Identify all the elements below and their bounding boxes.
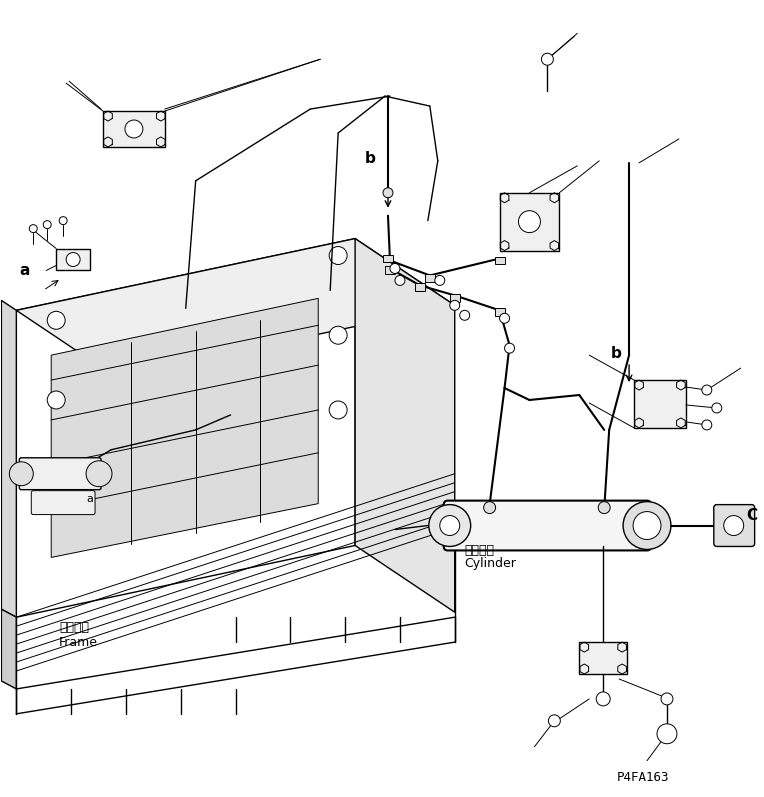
Circle shape bbox=[383, 188, 393, 198]
Circle shape bbox=[542, 53, 553, 65]
Circle shape bbox=[125, 120, 143, 138]
Circle shape bbox=[390, 264, 400, 273]
Circle shape bbox=[596, 692, 610, 706]
Text: b: b bbox=[611, 346, 622, 361]
Circle shape bbox=[504, 344, 514, 353]
Circle shape bbox=[329, 401, 347, 419]
Bar bbox=[425, 274, 435, 282]
FancyBboxPatch shape bbox=[444, 501, 651, 551]
Circle shape bbox=[633, 512, 661, 540]
Circle shape bbox=[429, 505, 471, 547]
Circle shape bbox=[47, 469, 65, 487]
Bar bbox=[415, 284, 425, 292]
Bar bbox=[450, 294, 460, 302]
Circle shape bbox=[44, 221, 51, 229]
Polygon shape bbox=[16, 238, 455, 377]
Bar bbox=[57, 249, 90, 270]
Bar bbox=[494, 257, 504, 265]
FancyBboxPatch shape bbox=[31, 491, 95, 515]
Circle shape bbox=[702, 385, 712, 395]
Circle shape bbox=[59, 217, 67, 225]
Polygon shape bbox=[2, 300, 16, 617]
Polygon shape bbox=[16, 238, 355, 617]
Bar bbox=[383, 254, 393, 262]
Circle shape bbox=[47, 312, 65, 329]
Circle shape bbox=[661, 693, 673, 705]
Circle shape bbox=[86, 461, 112, 487]
Circle shape bbox=[66, 253, 80, 266]
Circle shape bbox=[29, 225, 37, 233]
Circle shape bbox=[450, 300, 460, 310]
Circle shape bbox=[9, 461, 34, 485]
Circle shape bbox=[435, 276, 445, 285]
Circle shape bbox=[460, 310, 470, 320]
Text: Cylinder: Cylinder bbox=[465, 557, 516, 571]
Text: シリンダ: シリンダ bbox=[465, 544, 495, 557]
Text: a: a bbox=[86, 493, 93, 504]
Circle shape bbox=[657, 724, 677, 744]
Bar bbox=[494, 308, 504, 316]
Circle shape bbox=[440, 516, 460, 536]
Circle shape bbox=[549, 715, 560, 727]
Bar bbox=[500, 193, 559, 250]
Bar bbox=[385, 266, 395, 274]
Text: Frame: Frame bbox=[59, 636, 99, 649]
Circle shape bbox=[47, 391, 65, 409]
FancyBboxPatch shape bbox=[19, 457, 101, 489]
Polygon shape bbox=[355, 238, 455, 612]
Bar bbox=[103, 111, 165, 147]
Circle shape bbox=[724, 516, 743, 536]
FancyBboxPatch shape bbox=[714, 505, 755, 547]
Circle shape bbox=[712, 403, 722, 413]
Circle shape bbox=[623, 501, 671, 549]
Circle shape bbox=[519, 210, 540, 233]
Text: P4FA163: P4FA163 bbox=[617, 771, 669, 783]
Circle shape bbox=[598, 501, 610, 513]
Text: a: a bbox=[19, 264, 30, 278]
Circle shape bbox=[395, 276, 405, 285]
Circle shape bbox=[500, 313, 510, 324]
Bar bbox=[634, 380, 686, 428]
Text: C: C bbox=[746, 508, 758, 523]
Polygon shape bbox=[51, 298, 319, 557]
Circle shape bbox=[329, 246, 347, 265]
Circle shape bbox=[702, 420, 712, 430]
Circle shape bbox=[484, 501, 496, 513]
Circle shape bbox=[329, 326, 347, 344]
Text: b: b bbox=[365, 151, 376, 166]
Text: フレーム: フレーム bbox=[59, 621, 89, 634]
Bar bbox=[579, 642, 627, 674]
Polygon shape bbox=[2, 609, 16, 689]
